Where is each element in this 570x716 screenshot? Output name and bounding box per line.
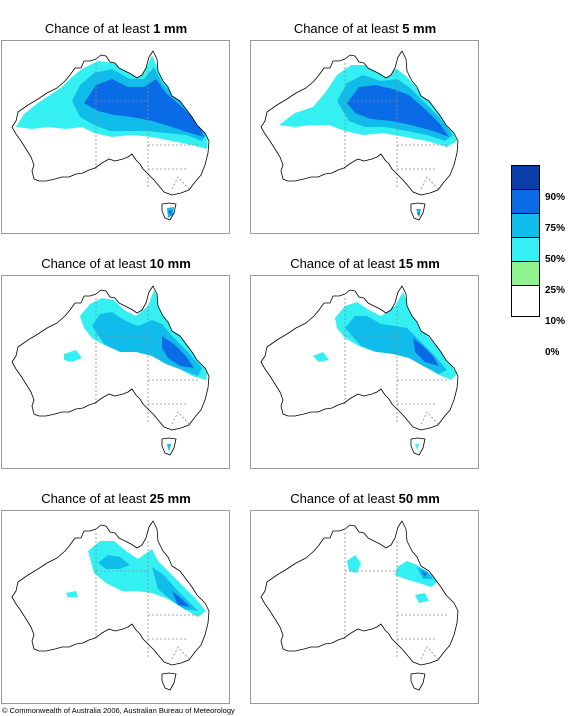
map-1mm <box>1 40 230 234</box>
rain-probability-region <box>415 444 419 450</box>
rain-probability-shading <box>279 65 457 217</box>
coastline <box>260 520 459 666</box>
rain-probability-region <box>84 79 204 137</box>
panel-title-50mm: Chance of at least 50 mm <box>290 491 440 506</box>
rain-probability-region <box>172 591 190 607</box>
coastline <box>161 437 177 456</box>
rain-probability-region <box>313 352 329 362</box>
legend-swatch-25 <box>511 237 540 261</box>
state-border <box>420 646 439 660</box>
legend-label-10: 10% <box>545 316 566 327</box>
rain-probability-region <box>167 444 171 452</box>
australia-map <box>260 520 459 691</box>
map-25mm <box>1 510 230 704</box>
rain-probability-region <box>66 591 78 597</box>
coastline <box>260 50 459 196</box>
panel-title-25mm: Chance of at least 25 mm <box>41 491 191 506</box>
legend-swatch-0 <box>511 285 540 317</box>
rain-probability-shading <box>66 541 206 617</box>
map-50mm <box>250 510 479 704</box>
coastline <box>410 437 426 456</box>
coastline <box>11 50 210 196</box>
map-5mm <box>250 40 479 234</box>
legend-label-50: 50% <box>545 254 566 265</box>
coastline <box>410 202 426 221</box>
rain-probability-region <box>98 555 130 569</box>
panel-title-5mm: Chance of at least 5 mm <box>293 21 437 36</box>
rain-probability-region <box>415 593 429 603</box>
coastline <box>11 520 210 666</box>
copyright-footer: © Commonwealth of Australia 2006, Austra… <box>2 706 235 715</box>
panel-title-10mm: Chance of at least 10 mm <box>41 256 191 271</box>
legend-label-25: 25% <box>545 285 566 296</box>
rain-probability-region <box>347 85 449 137</box>
rain-probability-region <box>395 561 439 587</box>
rain-probability-region <box>64 350 82 362</box>
australia-map <box>260 285 459 456</box>
rain-probability-region <box>413 338 439 366</box>
rain-probability-region <box>168 210 172 216</box>
legend-swatch-90 <box>511 165 540 189</box>
panel-title-1mm: Chance of at least 1 mm <box>44 21 188 36</box>
rain-probability-region <box>345 316 447 374</box>
state-border <box>171 646 190 660</box>
state-border <box>171 411 190 425</box>
rain-probability-region <box>152 567 198 611</box>
coastline <box>161 202 177 221</box>
rain-probability-region <box>162 336 194 368</box>
map-15mm <box>250 275 479 469</box>
australia-map <box>260 50 459 221</box>
state-border <box>420 176 439 190</box>
rain-probability-shading <box>347 555 439 603</box>
legend-swatch-75 <box>511 189 540 213</box>
rain-probability-region <box>421 571 427 577</box>
australia-map <box>11 50 210 221</box>
legend-swatch-50 <box>511 213 540 237</box>
rain-probability-shading <box>64 290 208 452</box>
australia-map <box>11 520 210 691</box>
coastline <box>11 285 210 431</box>
coastline <box>260 285 459 431</box>
rain-probability-region <box>417 212 420 217</box>
rain-probability-shading <box>313 292 457 450</box>
legend-label-90: 90% <box>545 192 566 203</box>
coastline <box>410 672 426 691</box>
australia-map <box>11 285 210 456</box>
map-10mm <box>1 275 230 469</box>
coastline <box>161 672 177 691</box>
panel-title-15mm: Chance of at least 15 mm <box>290 256 440 271</box>
rain-probability-shading <box>16 55 208 218</box>
legend-label-0: 0% <box>545 347 560 358</box>
legend-label-75: 75% <box>545 223 566 234</box>
rain-probability-region <box>347 555 361 573</box>
rain-probability-region <box>152 191 160 197</box>
legend-swatch-10 <box>511 261 540 285</box>
state-border <box>420 411 439 425</box>
state-border <box>171 176 190 190</box>
